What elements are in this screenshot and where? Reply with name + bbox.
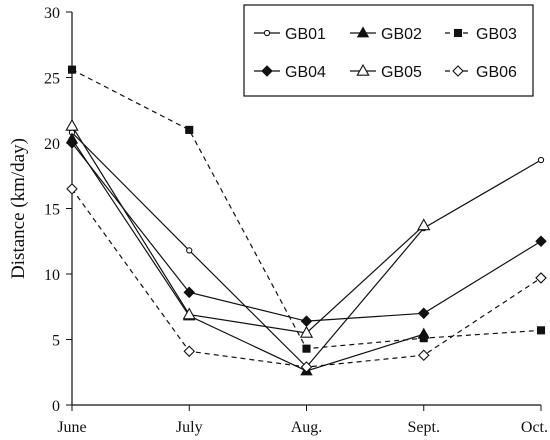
- x-tick-label: Sept.: [408, 419, 440, 436]
- data-point: [302, 344, 311, 353]
- legend-item-gb05: GB05: [350, 63, 422, 81]
- legend-label: GB06: [476, 64, 517, 81]
- y-tick-label: 10: [44, 267, 60, 284]
- x-tick-label: Aug.: [291, 419, 323, 436]
- series-gb04: [66, 137, 547, 327]
- data-point: [185, 125, 194, 134]
- legend-item-gb04: GB04: [254, 64, 326, 81]
- series-line: [71, 188, 542, 368]
- data-point: [66, 137, 78, 149]
- data-point: [535, 272, 547, 284]
- y-tick-label: 0: [52, 398, 60, 415]
- y-tick-label: 20: [44, 136, 60, 153]
- data-point: [299, 325, 314, 338]
- data-point: [417, 218, 431, 231]
- series-gb05: [65, 118, 431, 338]
- data-point: [417, 349, 430, 361]
- legend-marker: [452, 65, 464, 77]
- legend-marker: [356, 26, 370, 38]
- series-gb02: [65, 132, 430, 376]
- data-point: [65, 118, 79, 131]
- data-point: [300, 315, 313, 327]
- data-point: [417, 307, 430, 320]
- legend-label: GB04: [285, 64, 326, 81]
- x-tick-label: July: [176, 419, 203, 436]
- series-layer: [65, 65, 547, 376]
- data-point: [535, 235, 547, 248]
- data-point: [300, 361, 313, 373]
- data-point: [186, 247, 193, 254]
- data-point: [183, 345, 196, 358]
- legend-label: GB05: [381, 64, 422, 81]
- legend-label: GB02: [381, 26, 422, 43]
- y-tick-label: 30: [44, 5, 60, 22]
- legend-label: GB01: [285, 26, 326, 43]
- legend-marker: [356, 63, 370, 76]
- series-gb06: [66, 183, 547, 373]
- data-point: [67, 65, 77, 74]
- x-tick-label: Oct.: [521, 419, 548, 436]
- x-tick-label: June: [57, 419, 86, 436]
- y-tick-label: 15: [44, 202, 60, 219]
- legend-box: [243, 4, 534, 97]
- y-tick-label: 5: [52, 333, 60, 350]
- legend-item-gb01: GB01: [254, 26, 326, 43]
- legend-marker: [261, 65, 273, 77]
- data-point: [183, 286, 196, 299]
- series-line: [71, 125, 425, 334]
- axes: 0 5 10 15 20 25 30 June July Aug. Sept. Oct. Distanc…: [8, 5, 548, 436]
- legend-item-gb03: GB03: [445, 26, 517, 43]
- data-point: [419, 334, 428, 343]
- series-gb03: [67, 65, 546, 353]
- legend-item-gb06: GB06: [445, 64, 517, 81]
- data-point: [182, 307, 196, 320]
- legend-marker: [263, 29, 271, 37]
- data-point: [537, 156, 545, 164]
- data-point: [536, 326, 546, 335]
- y-axis-label: Distance (km/day): [8, 138, 29, 279]
- legend-marker: [453, 28, 463, 38]
- series-line: [71, 138, 424, 372]
- data-point: [66, 183, 78, 195]
- legend-label: GB03: [476, 26, 517, 43]
- series-line: [71, 69, 542, 350]
- legend-item-gb02: GB02: [350, 26, 422, 43]
- y-tick-label: 25: [44, 71, 60, 88]
- legend: GB01 GB02 GB03 GB04 GB05 GB06: [243, 4, 534, 97]
- series-line: [71, 142, 542, 322]
